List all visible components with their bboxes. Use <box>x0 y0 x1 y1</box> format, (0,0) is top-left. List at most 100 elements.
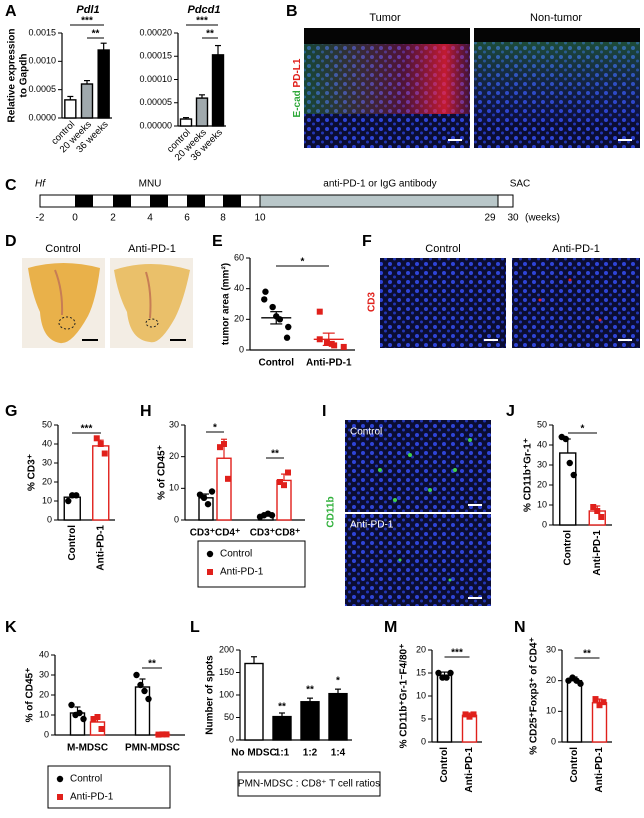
panel-label: N <box>514 619 526 636</box>
stain-label: E-cad PD-L1 <box>292 58 303 117</box>
x-tick-label: CD3⁺CD4⁺ <box>190 528 241 539</box>
image-label: Control <box>425 243 460 255</box>
data-point <box>285 323 292 331</box>
y-tick-label: 30 <box>42 457 52 467</box>
chart-title: Pdcd1 <box>187 4 220 16</box>
panel-label: K <box>5 619 17 636</box>
micrograph <box>345 420 491 512</box>
data-point <box>577 680 584 687</box>
image-label: Non-tumor <box>530 12 582 24</box>
y-tick-label: 0 <box>551 736 556 746</box>
timeline-tick: 10 <box>254 213 266 224</box>
y-tick-label: 20 <box>546 675 556 685</box>
y-tick-label: 20 <box>39 689 49 699</box>
x-tick-label: 1:4 <box>331 748 346 759</box>
x-tick-label: Control <box>67 525 78 561</box>
y-axis-label: Relative expression <box>7 29 18 123</box>
y-tick-label: 50 <box>537 419 547 429</box>
y-tick-label: 20 <box>416 644 426 654</box>
legend-label: Control <box>70 774 102 785</box>
data-point <box>269 303 276 311</box>
data-point <box>73 492 80 499</box>
image-label: Control <box>45 243 80 255</box>
y-tick-label: 30 <box>169 419 179 429</box>
x-tick-label: Anti-PD-1 <box>95 525 106 571</box>
photo <box>110 258 193 348</box>
data-point <box>340 343 347 350</box>
y-axis-label: % of CD45⁺ <box>157 445 168 500</box>
legend-box <box>47 765 171 809</box>
y-tick-label: 15 <box>416 667 426 677</box>
y-tick-label: 20 <box>169 451 179 461</box>
y-tick-label: 50 <box>42 419 52 429</box>
data-point <box>93 435 100 442</box>
y-tick-label: 0.0005 <box>28 84 56 94</box>
significance-label: ** <box>92 29 100 40</box>
legend-label: Anti-PD-1 <box>70 792 114 803</box>
timeline-tick: 0 <box>72 213 78 224</box>
legend-marker <box>207 569 213 575</box>
image-label: Control <box>350 427 382 438</box>
bar <box>216 457 232 521</box>
bar <box>328 692 348 741</box>
y-tick-label: 40 <box>537 439 547 449</box>
x-tick-label: Anti-PD-1 <box>306 358 352 369</box>
y-tick-label: 20 <box>537 479 547 489</box>
significance-label: *** <box>196 16 208 27</box>
panel-label: C <box>5 177 17 194</box>
data-point <box>596 702 603 709</box>
data-point <box>323 339 330 346</box>
y-tick-label: 10 <box>42 495 52 505</box>
data-point <box>155 731 162 738</box>
bar <box>198 497 214 521</box>
legend-box <box>197 540 306 588</box>
data-point <box>594 508 601 514</box>
y-tick-label: 10 <box>169 483 179 493</box>
y-tick-label: 40 <box>39 649 49 659</box>
micrograph <box>512 258 640 348</box>
timeline <box>39 194 514 208</box>
timeline-tick: 8 <box>220 213 226 224</box>
data-point <box>159 731 166 738</box>
data-point <box>447 669 454 677</box>
data-point <box>470 711 477 718</box>
timeline-label: MNU <box>139 179 162 190</box>
stain-name: PD-L1 <box>292 58 303 87</box>
y-tick-label: 0.00010 <box>139 74 172 84</box>
timeline-tick: 4 <box>147 213 153 224</box>
data-point <box>261 296 268 303</box>
y-axis-label: to Gapdh <box>19 54 30 98</box>
x-axis-label: PMN-MDSC : CD8⁺ T cell ratios <box>238 779 380 790</box>
data-point <box>97 441 104 447</box>
panel-label: M <box>384 619 397 636</box>
data-point <box>592 696 599 703</box>
data-point <box>145 695 152 703</box>
timeline-tick: 30 <box>507 213 519 224</box>
significance-label: ** <box>583 649 591 660</box>
y-tick-label: 10 <box>416 690 426 700</box>
y-tick-label: 0.00000 <box>139 120 172 130</box>
micrograph <box>304 28 470 148</box>
y-axis-label: % of CD45⁺ <box>25 668 36 723</box>
panel-label: I <box>322 403 326 420</box>
legend-marker <box>57 794 63 800</box>
bar <box>179 118 193 127</box>
significance-label: ** <box>271 449 279 460</box>
data-point <box>101 450 108 457</box>
significance-label: * <box>581 424 585 435</box>
x-tick-label: Control <box>569 747 580 783</box>
significance-label: ** <box>148 659 156 670</box>
data-point <box>276 316 284 323</box>
data-point <box>76 709 83 717</box>
y-tick-label: 40 <box>234 283 244 293</box>
y-tick-label: 5 <box>421 713 426 723</box>
significance-label: * <box>213 423 217 434</box>
y-tick-label: 0.00005 <box>139 97 172 107</box>
panel-label: A <box>5 3 17 20</box>
stain-label: CD3 <box>367 292 378 312</box>
y-tick-label: 0 <box>421 736 426 746</box>
bar <box>591 702 608 743</box>
timeline-label: Hf <box>35 179 46 190</box>
data-point <box>462 711 469 718</box>
photo <box>22 258 105 348</box>
